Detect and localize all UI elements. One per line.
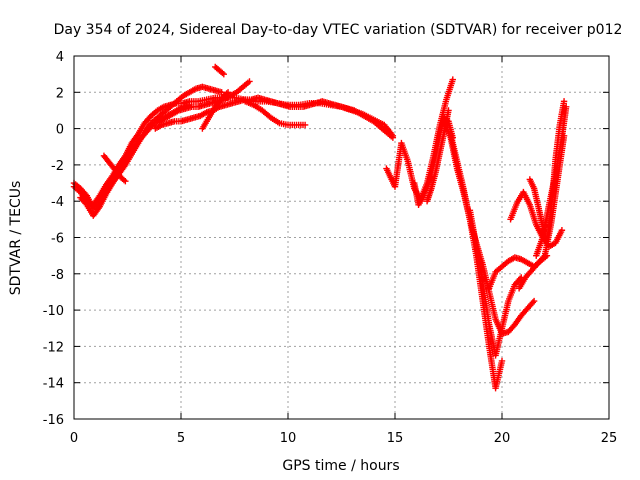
plot-frame (73, 55, 610, 420)
y-tick-label: -12 (43, 340, 64, 355)
data-point (224, 89, 232, 96)
y-tick-label: -10 (43, 304, 64, 319)
x-tick-labels: 0 5 10 15 20 25 (70, 431, 617, 446)
data-point (449, 76, 456, 83)
data-point (223, 90, 230, 97)
series-arc-12 (423, 107, 452, 205)
x-tick-label: 25 (601, 431, 618, 446)
data-point (246, 78, 253, 85)
x-tick-label: 0 (70, 431, 78, 446)
data-point (122, 178, 129, 185)
data-point (498, 357, 506, 365)
x-tick-label: 20 (494, 431, 511, 446)
y-tick-label: -16 (43, 413, 64, 428)
y-tick-label: -6 (51, 232, 64, 247)
data-point (560, 132, 568, 140)
data-point (220, 70, 227, 78)
y-tick-label: 0 (56, 123, 64, 138)
data-point (530, 297, 538, 305)
y-tick-labels: -16 -14 -12 -10 -8 -6 -4 -2 0 2 4 (43, 50, 64, 428)
data-points (70, 63, 570, 392)
y-tick-label: -14 (43, 377, 64, 392)
y-tick-label: 4 (56, 50, 64, 65)
y-axis-label: SDTVAR / TECUs (8, 181, 24, 296)
series-arc-8 (242, 98, 309, 129)
x-axis-label: GPS time / hours (282, 458, 399, 474)
series-arc-15 (466, 207, 525, 359)
chart-title: Day 354 of 2024, Sidereal Day-to-day VTE… (54, 22, 623, 38)
series-arc-20 (515, 132, 568, 292)
data-point (563, 103, 570, 111)
y-tick-label: -2 (51, 159, 64, 174)
series-arc-9 (100, 152, 129, 185)
series-arc-7 (212, 63, 227, 78)
series-arc-10 (383, 76, 456, 203)
series-arc-6 (199, 89, 232, 132)
data-point (219, 69, 226, 77)
data-point (218, 89, 225, 96)
data-point (558, 227, 566, 234)
x-tick-label: 10 (280, 431, 297, 446)
x-tick-label: 5 (177, 431, 185, 446)
data-point (445, 107, 452, 114)
y-tick-label: 2 (56, 86, 64, 101)
y-tick-label: -4 (51, 195, 64, 210)
data-point (301, 121, 309, 129)
y-tick-label: -8 (51, 268, 64, 283)
data-point (389, 134, 397, 141)
data-point (560, 98, 568, 105)
data-point (120, 176, 128, 184)
x-tick-label: 15 (387, 431, 404, 446)
